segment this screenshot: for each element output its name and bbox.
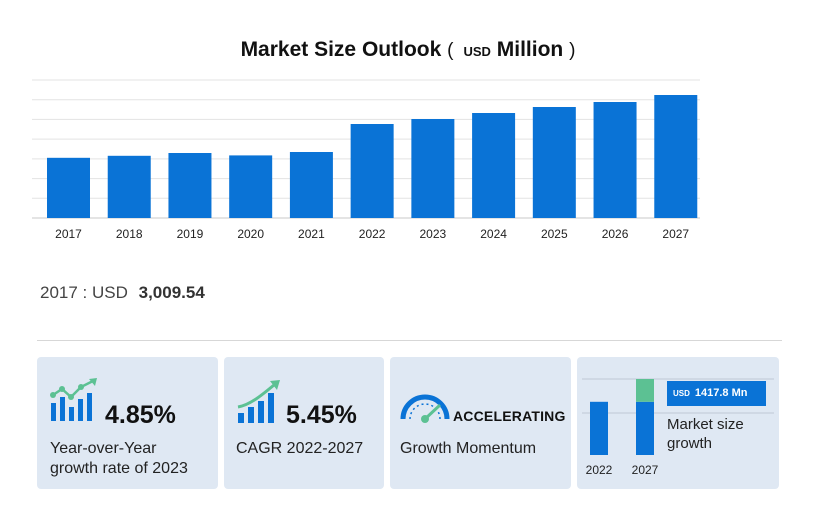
bar-2017	[47, 157, 90, 218]
yoy-value: 4.85%	[105, 401, 176, 429]
cagr-chart-icon	[237, 380, 280, 423]
x-tick-label: 2017	[55, 227, 82, 241]
momentum-value: ACCELERATING	[453, 408, 566, 424]
cagr-value: 5.45%	[286, 401, 357, 429]
x-tick-label: 2024	[480, 227, 507, 241]
bar-2024	[472, 113, 516, 218]
bar-2026	[593, 102, 637, 218]
cagr-label: CAGR 2022-2027	[236, 440, 364, 457]
cagr-card: 5.45% CAGR 2022-2027	[224, 357, 384, 489]
x-tick-label: 2027	[662, 227, 689, 241]
mini-bar-2027-base	[636, 401, 654, 455]
speedometer-icon	[400, 394, 450, 423]
momentum-label: Growth Momentum	[400, 440, 537, 457]
momentum-card: ACCELERATING Growth Momentum	[390, 357, 571, 489]
x-tick-label: 2025	[541, 227, 568, 241]
chart-title-text: Market Size Outlook	[240, 38, 442, 61]
bar-2025	[532, 107, 576, 218]
bar-2023	[411, 119, 455, 218]
market-growth-label-line2: growth	[667, 435, 713, 452]
base-year-number: 3,009.54	[138, 283, 205, 302]
base-year-label: 2017 : USD	[40, 283, 128, 302]
yoy-card: 4.85% Year-over-Year growth rate of 2023	[37, 357, 218, 489]
base-year-value: 2017 : USD 3,009.54	[40, 283, 205, 303]
yoy-label-line2: growth rate of 2023	[50, 460, 188, 477]
bar-2019	[168, 153, 212, 218]
x-tick-label: 2026	[602, 227, 629, 241]
bar-2027	[654, 95, 698, 218]
x-tick-label: 2019	[177, 227, 204, 241]
title-unit: Million	[496, 38, 564, 61]
x-tick-label: 2018	[116, 227, 143, 241]
x-tick-label: 2021	[298, 227, 325, 241]
title-unit-prefix: USD	[463, 44, 491, 59]
title-paren-open: (	[447, 40, 454, 61]
x-tick-label: 2022	[359, 227, 386, 241]
bar-2022	[350, 124, 394, 218]
market-size-bar-chart: 2017 2018 2019 2020 2021 2022 2023 2024 2025 2026…	[32, 79, 700, 241]
section-divider	[37, 340, 782, 341]
title-paren-close: )	[569, 40, 576, 61]
mini-year-label: 2027	[632, 463, 659, 477]
mini-bar-2022	[590, 401, 608, 455]
chart-title: Market Size Outlook ( USD Million )	[0, 38, 816, 62]
x-tick-label: 2023	[420, 227, 447, 241]
mini-year-label: 2022	[586, 463, 613, 477]
market-growth-card: 2022 2027 USD 1417.8 Mn Market size growth	[577, 357, 779, 489]
growth-badge-unit: USD	[673, 389, 690, 398]
growth-badge-value: 1417.8 Mn	[694, 387, 748, 399]
x-tick-label: 2020	[237, 227, 264, 241]
mini-bar-2027-growth	[636, 379, 654, 402]
market-growth-mini-chart: 2022 2027	[582, 378, 774, 477]
bar-2021	[289, 152, 333, 218]
yoy-label-line1: Year-over-Year	[50, 440, 157, 457]
market-growth-label: Market size growth	[667, 415, 744, 453]
growth-chart-icon	[50, 378, 97, 421]
bar-2020	[229, 155, 273, 218]
growth-badge: USD 1417.8 Mn	[667, 381, 766, 406]
bar-2018	[107, 155, 151, 218]
market-growth-label-line1: Market size	[667, 416, 744, 433]
